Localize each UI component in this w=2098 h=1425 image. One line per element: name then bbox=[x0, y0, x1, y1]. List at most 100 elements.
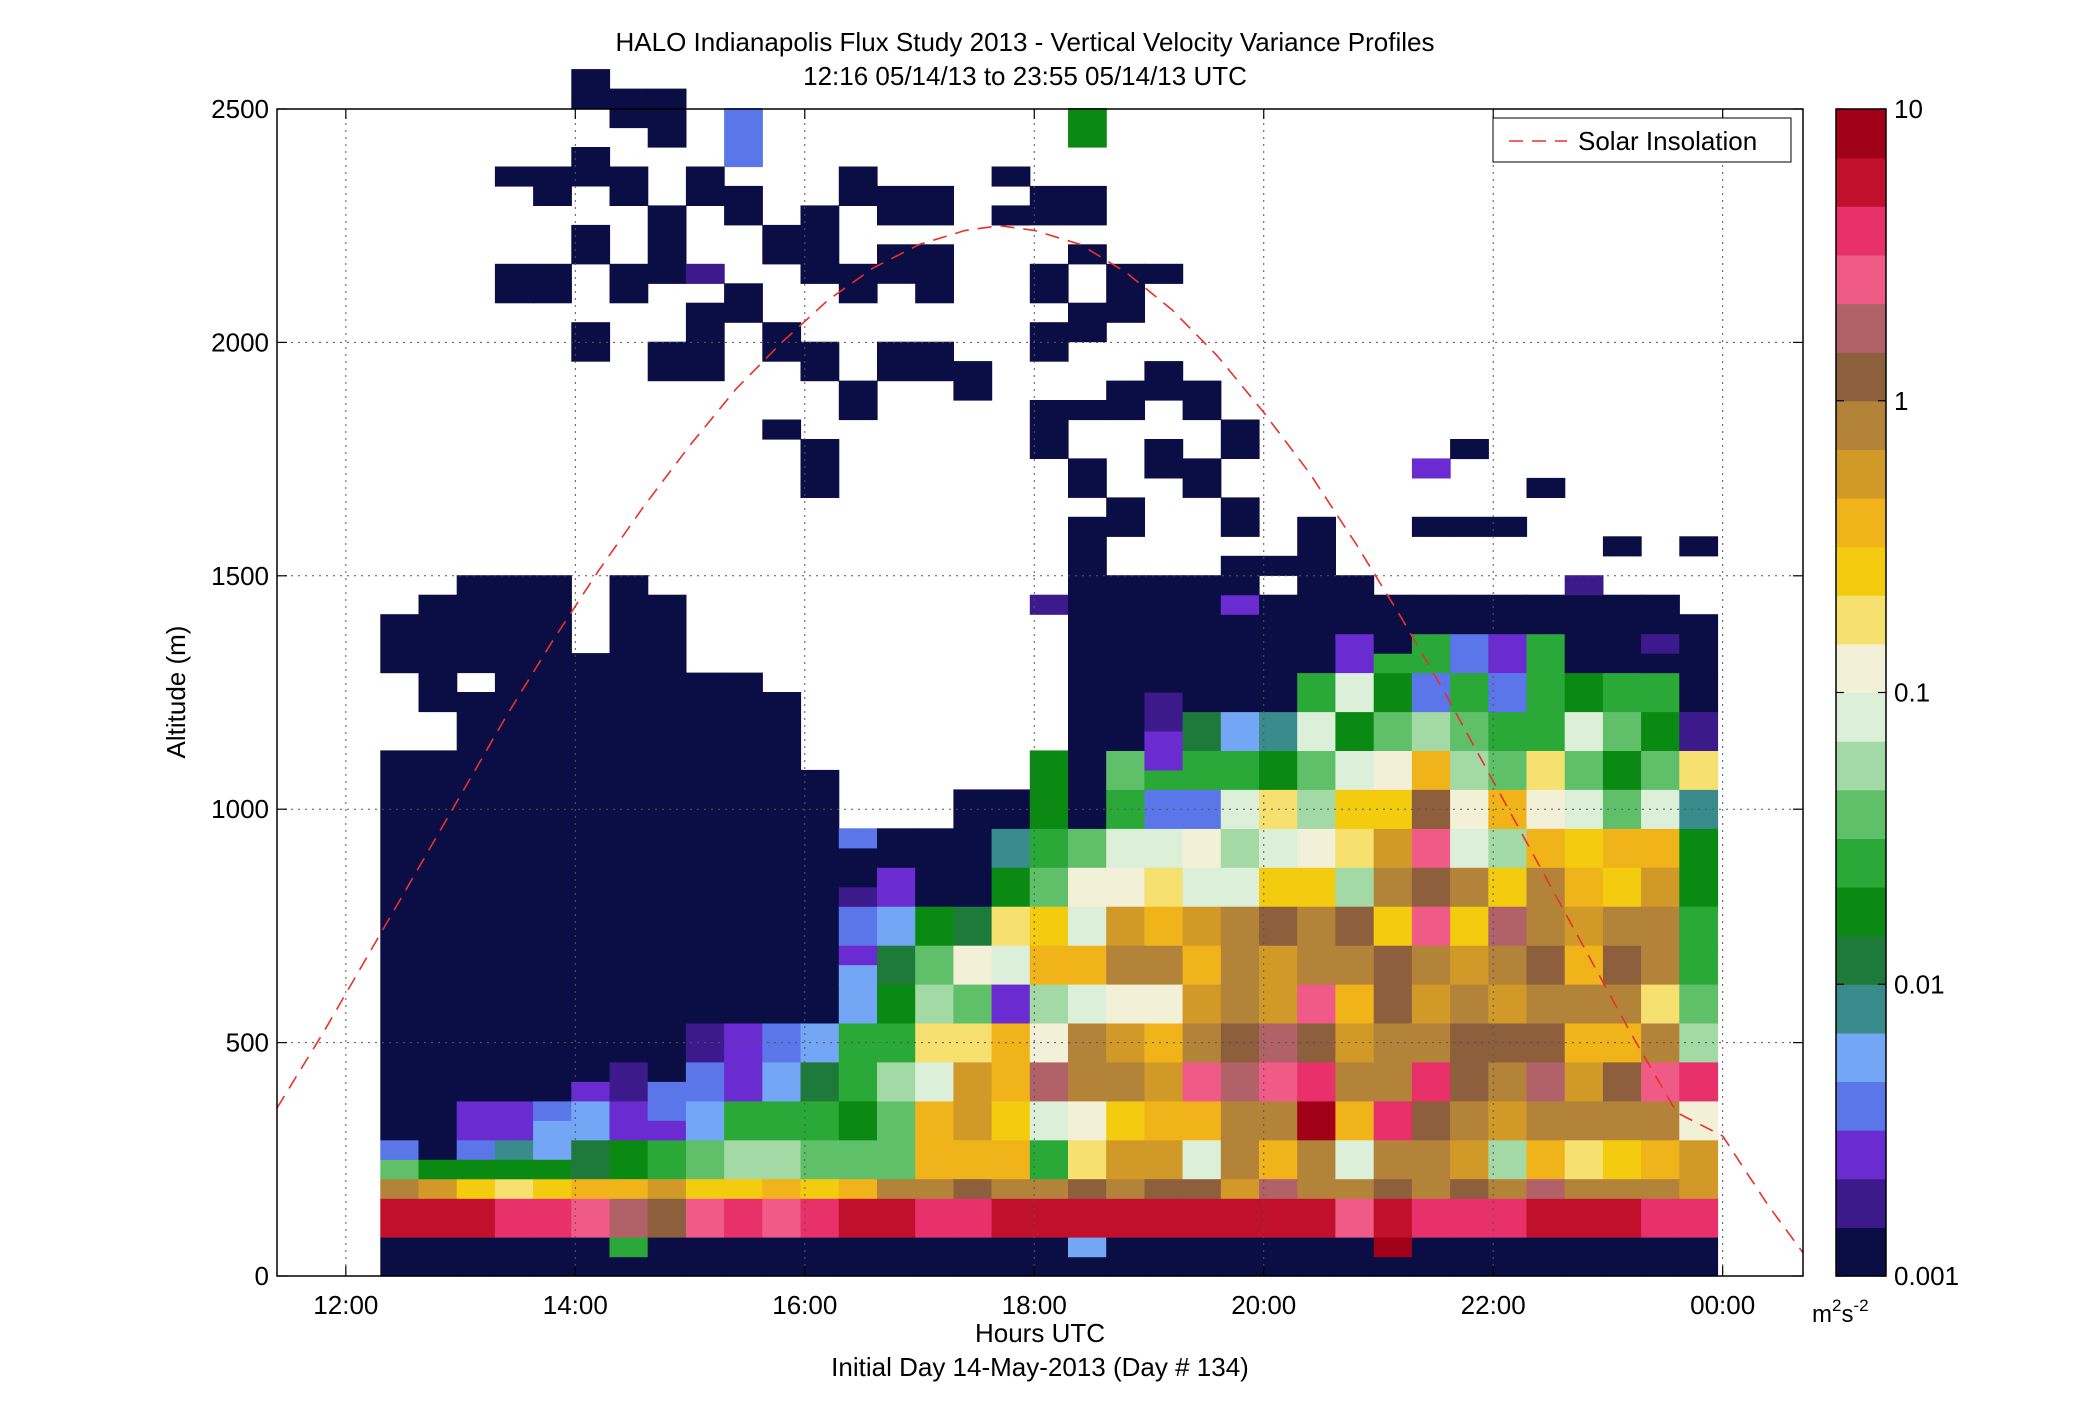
heatmap-cell bbox=[1450, 1139, 1489, 1180]
y-tick-label: 1500 bbox=[211, 561, 269, 591]
heatmap-cell bbox=[380, 750, 420, 1141]
heatmap-cell bbox=[1259, 1061, 1298, 1102]
heatmap-cell bbox=[1335, 828, 1375, 868]
heatmap-cell bbox=[1144, 1022, 1184, 1063]
heatmap-cell bbox=[1641, 1198, 1680, 1238]
heatmap-cell bbox=[1526, 945, 1566, 985]
heatmap-cell bbox=[1411, 828, 1451, 868]
chart-title: HALO Indianapolis Flux Study 2013 - Vert… bbox=[616, 27, 1435, 57]
heatmap-cell bbox=[762, 1061, 802, 1102]
heatmap-cell bbox=[1641, 906, 1680, 946]
heatmap-cell bbox=[1411, 1237, 1451, 1277]
x-tick-label: 18:00 bbox=[1002, 1290, 1067, 1320]
heatmap-cell bbox=[800, 1061, 840, 1102]
heatmap-cell bbox=[877, 1237, 916, 1277]
heatmap-cell bbox=[762, 224, 802, 265]
heatmap-cell bbox=[1679, 1237, 1719, 1277]
colorbar-segment bbox=[1836, 1178, 1886, 1228]
heatmap-cell bbox=[1335, 1237, 1375, 1258]
heatmap-cell bbox=[1106, 263, 1145, 323]
heatmap-cell bbox=[1335, 750, 1375, 790]
heatmap-cell bbox=[762, 1100, 802, 1141]
heatmap-cell bbox=[877, 984, 916, 1024]
heatmap-cell bbox=[762, 1139, 802, 1180]
heatmap-cell bbox=[418, 750, 458, 1160]
heatmap-cell bbox=[953, 945, 993, 985]
heatmap-cell bbox=[1373, 750, 1413, 790]
heatmap-cell bbox=[1411, 945, 1451, 985]
heatmap-cell bbox=[991, 867, 1031, 907]
heatmap-cell bbox=[1106, 828, 1145, 868]
heatmap-cell bbox=[1679, 1100, 1719, 1141]
heatmap-cell bbox=[571, 653, 611, 1082]
heatmap-cell bbox=[1068, 108, 1107, 148]
heatmap-cell bbox=[456, 575, 496, 674]
heatmap-cell bbox=[1106, 575, 1145, 654]
heatmap-cell bbox=[380, 1198, 420, 1238]
heatmap-cell bbox=[1106, 1178, 1145, 1199]
heatmap-cell bbox=[1373, 633, 1413, 654]
heatmap-cell bbox=[1297, 867, 1336, 907]
heatmap-cell bbox=[1182, 1061, 1222, 1102]
heatmap-cell bbox=[838, 263, 878, 304]
colorbar-tick-label: 0.01 bbox=[1894, 969, 1945, 999]
heatmap-cell bbox=[953, 789, 993, 829]
heatmap-cell bbox=[1450, 945, 1489, 985]
heatmap-cell bbox=[1411, 633, 1451, 674]
heatmap-cell bbox=[1564, 1022, 1604, 1063]
heatmap-cell bbox=[609, 1178, 649, 1199]
heatmap-cell bbox=[1182, 575, 1222, 674]
colorbar-segment bbox=[1836, 449, 1886, 499]
heatmap-cell bbox=[953, 1198, 993, 1238]
heatmap-cell bbox=[1488, 984, 1528, 1024]
heatmap-cell bbox=[1373, 711, 1413, 751]
heatmap-cell bbox=[1182, 1100, 1222, 1141]
heatmap-cell bbox=[1411, 1100, 1451, 1141]
heatmap-cell bbox=[877, 1022, 916, 1063]
heatmap-cell bbox=[1144, 361, 1184, 401]
colorbar-units-base: m bbox=[1812, 1301, 1832, 1328]
heatmap-cell bbox=[1106, 750, 1145, 790]
heatmap-cell bbox=[1526, 750, 1566, 790]
heatmap-cell bbox=[953, 906, 993, 946]
heatmap-cell bbox=[494, 1178, 534, 1199]
heatmap-cell bbox=[456, 1139, 496, 1160]
y-tick-label: 1000 bbox=[211, 794, 269, 824]
heatmap-cell bbox=[953, 1256, 993, 1277]
heatmap-cell bbox=[1450, 1100, 1489, 1141]
heatmap-cell bbox=[1335, 1198, 1375, 1238]
y-axis-label: Altitude (m) bbox=[161, 626, 191, 759]
heatmap-cell bbox=[533, 1198, 572, 1238]
heatmap-cell bbox=[991, 1139, 1031, 1180]
heatmap-cell bbox=[1526, 477, 1566, 498]
heatmap-cell bbox=[1068, 1178, 1107, 1199]
x-tick-label: 16:00 bbox=[772, 1290, 837, 1320]
colorbar-segment bbox=[1836, 887, 1886, 937]
heatmap-cell bbox=[685, 1178, 725, 1199]
heatmap-cell bbox=[1679, 906, 1719, 946]
heatmap-cell bbox=[1182, 1237, 1222, 1277]
heatmap-cell bbox=[991, 205, 1031, 226]
heatmap-cell bbox=[571, 1198, 611, 1238]
heatmap-cell bbox=[1411, 906, 1451, 946]
heatmap-cell bbox=[1335, 1256, 1375, 1277]
heatmap-cell bbox=[1106, 653, 1145, 751]
heatmap-cell bbox=[877, 945, 916, 985]
heatmap-cell bbox=[1373, 1022, 1413, 1063]
heatmap-cell bbox=[838, 1178, 878, 1199]
heatmap-cell bbox=[1297, 945, 1336, 985]
heatmap-cell bbox=[877, 1061, 916, 1102]
heatmap-cell bbox=[1679, 1139, 1719, 1180]
heatmap-cell bbox=[1450, 984, 1489, 1024]
heatmap-cell bbox=[991, 906, 1031, 946]
heatmap-cell bbox=[1297, 555, 1336, 596]
heatmap-cell bbox=[533, 1178, 572, 1199]
heatmap-cell bbox=[1144, 789, 1184, 829]
legend[interactable]: Solar Insolation bbox=[1492, 117, 1792, 163]
heatmap-cell bbox=[1450, 1178, 1489, 1199]
heatmap-cell bbox=[1411, 1198, 1451, 1238]
heatmap-cell bbox=[1259, 594, 1298, 615]
heatmap-cell bbox=[1488, 1022, 1528, 1063]
heatmap-cell bbox=[1564, 828, 1604, 868]
heatmap-cell bbox=[1488, 594, 1528, 635]
